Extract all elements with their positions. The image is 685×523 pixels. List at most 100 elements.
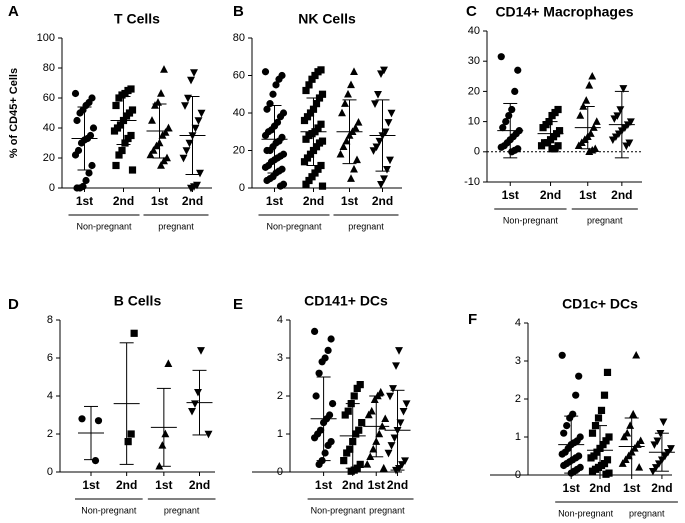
chart-title: CD1c+ DCs bbox=[562, 296, 638, 312]
y-tick-label: 100 bbox=[37, 32, 55, 44]
data-point bbox=[656, 429, 665, 438]
data-point bbox=[308, 75, 316, 83]
data-point bbox=[648, 467, 657, 476]
data-point bbox=[197, 109, 206, 118]
data-point bbox=[379, 463, 388, 472]
data-point bbox=[537, 142, 546, 150]
data-point bbox=[161, 429, 170, 438]
data-point bbox=[315, 460, 323, 468]
data-point bbox=[619, 85, 628, 93]
panel-letter: C bbox=[466, 3, 477, 20]
data-point bbox=[660, 452, 669, 461]
y-tick-label: 1 bbox=[515, 431, 521, 443]
y-tick-label: 20 bbox=[233, 144, 245, 156]
data-point bbox=[261, 68, 270, 76]
data-point bbox=[112, 101, 120, 110]
data-point bbox=[377, 181, 385, 189]
data-point bbox=[602, 470, 610, 478]
data-point bbox=[311, 327, 319, 335]
y-tick-label: 80 bbox=[233, 32, 245, 44]
y-tick-label: 0 bbox=[47, 466, 53, 478]
data-point bbox=[663, 448, 672, 457]
data-point bbox=[651, 464, 660, 472]
data-point bbox=[548, 111, 556, 120]
y-tick-label: -10 bbox=[464, 176, 480, 188]
data-point bbox=[311, 169, 319, 177]
y-tick-label: 0 bbox=[277, 466, 283, 478]
data-point bbox=[184, 94, 192, 103]
data-point bbox=[356, 460, 364, 468]
data-point bbox=[128, 166, 137, 174]
y-tick-label: 2 bbox=[277, 390, 283, 402]
x-tick-label: 1st bbox=[563, 481, 580, 495]
data-point bbox=[122, 112, 131, 120]
data-point bbox=[588, 429, 597, 437]
data-point bbox=[395, 347, 403, 355]
y-tick-label: 2 bbox=[47, 428, 53, 440]
group-label: Non-pregnant bbox=[76, 221, 132, 231]
data-point bbox=[653, 437, 662, 446]
data-point bbox=[369, 444, 378, 453]
data-point bbox=[314, 124, 322, 132]
data-point bbox=[383, 166, 391, 174]
data-point bbox=[185, 139, 194, 148]
data-point bbox=[576, 111, 585, 119]
data-point bbox=[588, 71, 597, 80]
group-label: pregnant bbox=[587, 215, 623, 225]
group-label: pregnant bbox=[348, 221, 384, 231]
data-point bbox=[182, 147, 191, 155]
data-point bbox=[155, 461, 164, 470]
y-tick-label: 0 bbox=[239, 182, 245, 194]
panel-letter: F bbox=[468, 311, 477, 328]
y-tick-label: 3 bbox=[277, 352, 283, 364]
panel-letter: B bbox=[233, 3, 244, 20]
data-point bbox=[181, 102, 189, 110]
data-point bbox=[179, 154, 188, 163]
data-point bbox=[191, 400, 199, 408]
data-point bbox=[321, 449, 329, 457]
data-point bbox=[347, 467, 355, 475]
data-point bbox=[314, 68, 322, 76]
data-point bbox=[94, 417, 103, 425]
data-point bbox=[386, 392, 394, 401]
data-point bbox=[110, 127, 119, 135]
data-point bbox=[600, 391, 609, 399]
data-point bbox=[666, 445, 675, 453]
data-point bbox=[497, 143, 505, 151]
group-label: Non-pregnant bbox=[311, 505, 367, 515]
data-point bbox=[124, 438, 132, 446]
data-point bbox=[351, 123, 360, 132]
x-tick-label: 2nd bbox=[116, 478, 137, 492]
data-point bbox=[318, 90, 327, 98]
data-point bbox=[149, 146, 158, 154]
data-point bbox=[124, 134, 132, 143]
group-label: pregnant bbox=[158, 221, 194, 231]
y-tick-label: 0 bbox=[515, 469, 521, 481]
data-point bbox=[354, 118, 363, 126]
data-point bbox=[499, 124, 507, 132]
data-point bbox=[191, 124, 200, 133]
data-point bbox=[115, 151, 123, 159]
y-tick-label: 0 bbox=[49, 182, 55, 194]
panel-letter: E bbox=[233, 296, 243, 313]
y-tick-label: 4 bbox=[277, 314, 283, 326]
data-point bbox=[381, 414, 390, 423]
data-point bbox=[336, 149, 345, 158]
x-tick-label: 2nd bbox=[589, 481, 610, 495]
data-point bbox=[371, 100, 379, 108]
data-point bbox=[187, 76, 195, 85]
data-point bbox=[572, 391, 580, 399]
data-point bbox=[303, 154, 312, 162]
data-point bbox=[89, 124, 98, 132]
x-tick-label: 1st bbox=[623, 481, 640, 495]
x-tick-label: 1st bbox=[368, 478, 385, 492]
data-point bbox=[592, 117, 601, 125]
data-point bbox=[91, 457, 100, 465]
data-point bbox=[347, 174, 355, 182]
data-point bbox=[275, 75, 283, 83]
data-point bbox=[314, 165, 322, 173]
data-point bbox=[261, 131, 270, 140]
data-point bbox=[650, 441, 659, 449]
data-point bbox=[389, 385, 397, 393]
data-point bbox=[575, 372, 583, 380]
